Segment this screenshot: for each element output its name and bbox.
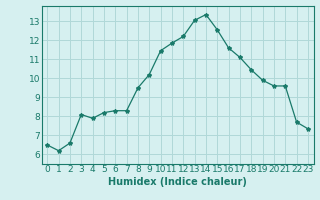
X-axis label: Humidex (Indice chaleur): Humidex (Indice chaleur) bbox=[108, 177, 247, 187]
